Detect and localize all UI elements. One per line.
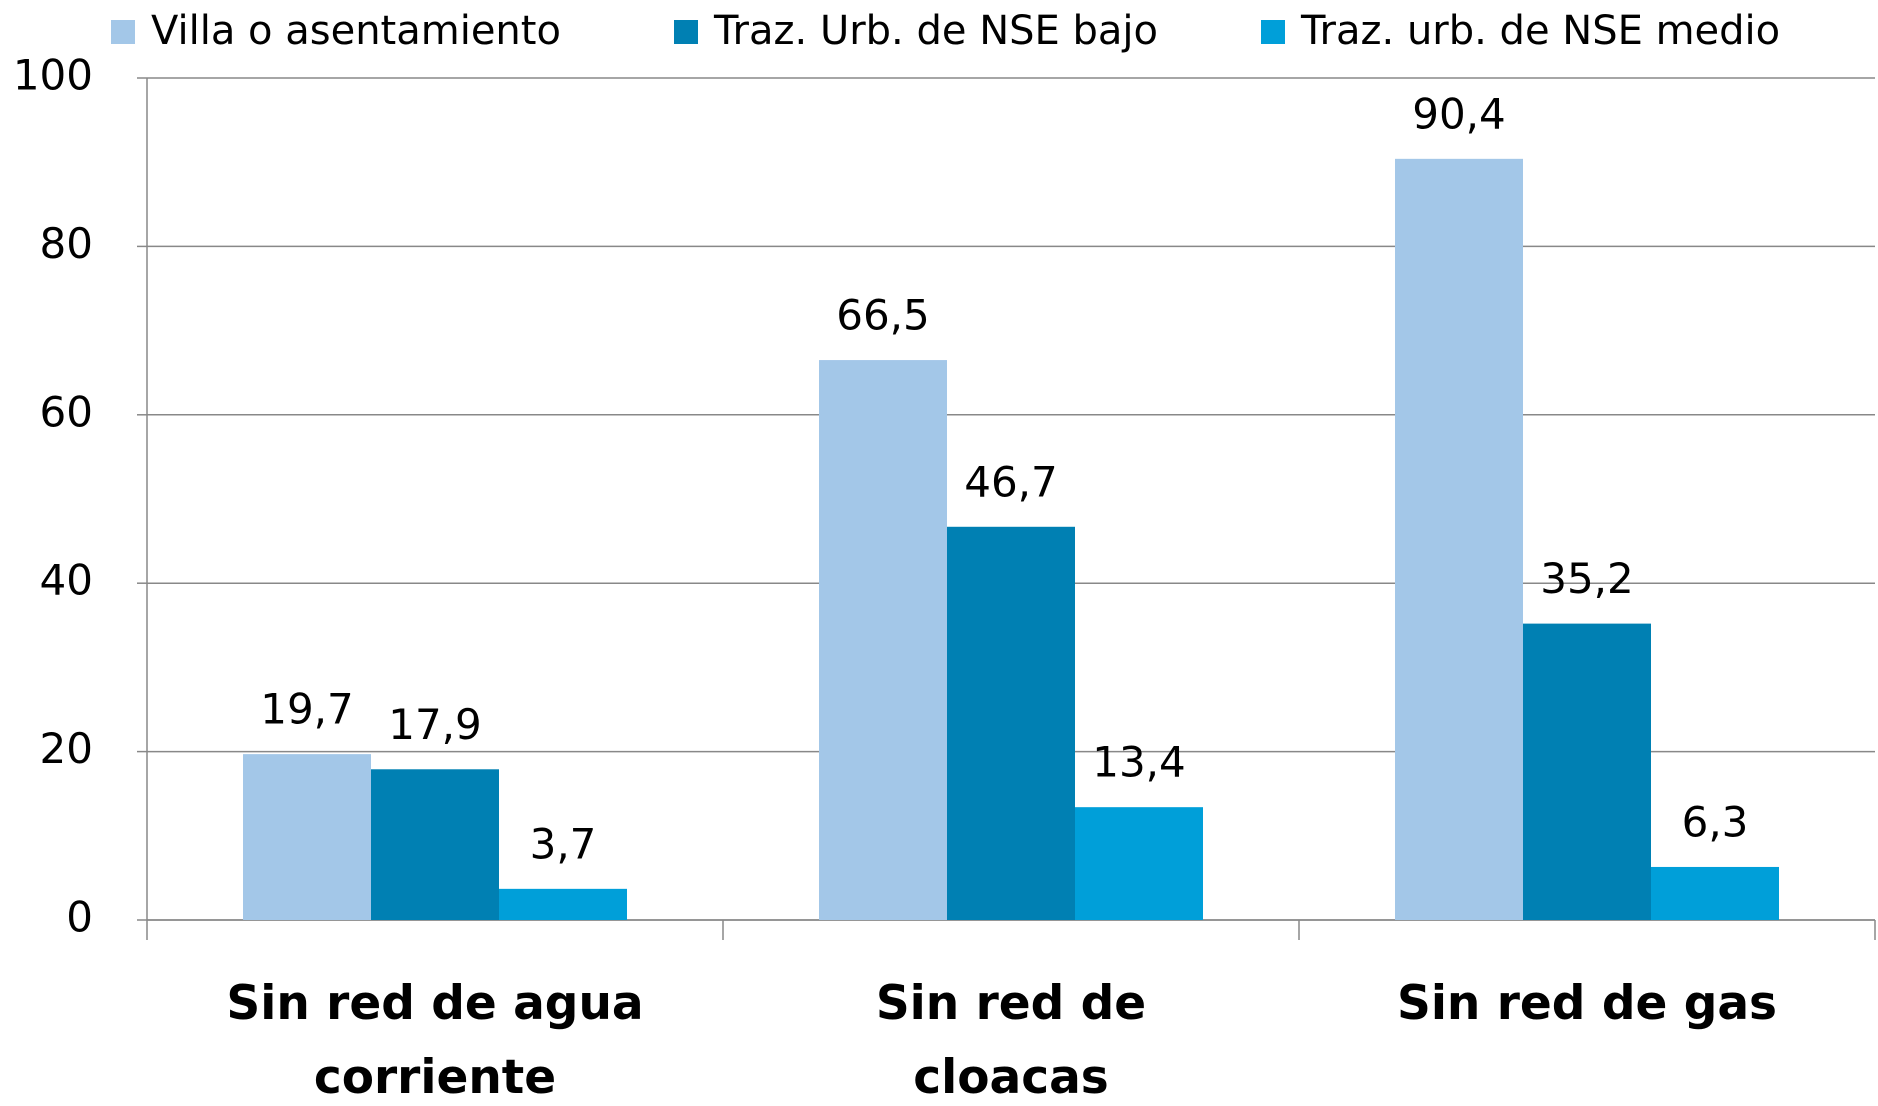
legend-label: Villa o asentamiento: [151, 8, 561, 54]
data-label: 35,2: [1540, 554, 1634, 603]
bar: [1651, 866, 1779, 920]
legend-swatch: [111, 20, 135, 44]
data-label: 19,7: [260, 685, 354, 734]
x-tick-label: Sin red de agua corriente: [226, 976, 644, 1105]
bar: [1075, 807, 1203, 920]
y-tick-label: 100: [13, 51, 93, 100]
bar: [371, 769, 499, 920]
data-label: 13,4: [1092, 738, 1186, 787]
data-label: 6,3: [1682, 797, 1749, 846]
data-label: 3,7: [530, 819, 597, 868]
bar: [243, 754, 371, 920]
legend-swatch: [1261, 20, 1285, 44]
legend-label: Traz. Urb. de NSE bajo: [713, 8, 1158, 54]
bar: [1395, 158, 1523, 920]
x-tick-label: Sin red de cloacas: [875, 976, 1147, 1105]
y-tick-label: 20: [40, 724, 93, 773]
data-label: 66,5: [836, 291, 930, 340]
data-label: 90,4: [1412, 89, 1506, 138]
y-tick-label: 40: [40, 556, 93, 605]
bar: [499, 888, 627, 920]
y-tick-label: 60: [40, 387, 93, 436]
data-label: 17,9: [388, 700, 482, 749]
legend-label: Traz. urb. de NSE medio: [1300, 8, 1780, 54]
legend-swatch: [674, 20, 698, 44]
data-label: 46,7: [964, 457, 1058, 506]
bar: [947, 526, 1075, 920]
y-tick-label: 0: [66, 893, 93, 942]
bar: [819, 360, 947, 920]
y-tick-label: 80: [40, 219, 93, 268]
x-tick-label: Sin red de gas: [1396, 976, 1778, 1031]
bar: [1523, 623, 1651, 920]
